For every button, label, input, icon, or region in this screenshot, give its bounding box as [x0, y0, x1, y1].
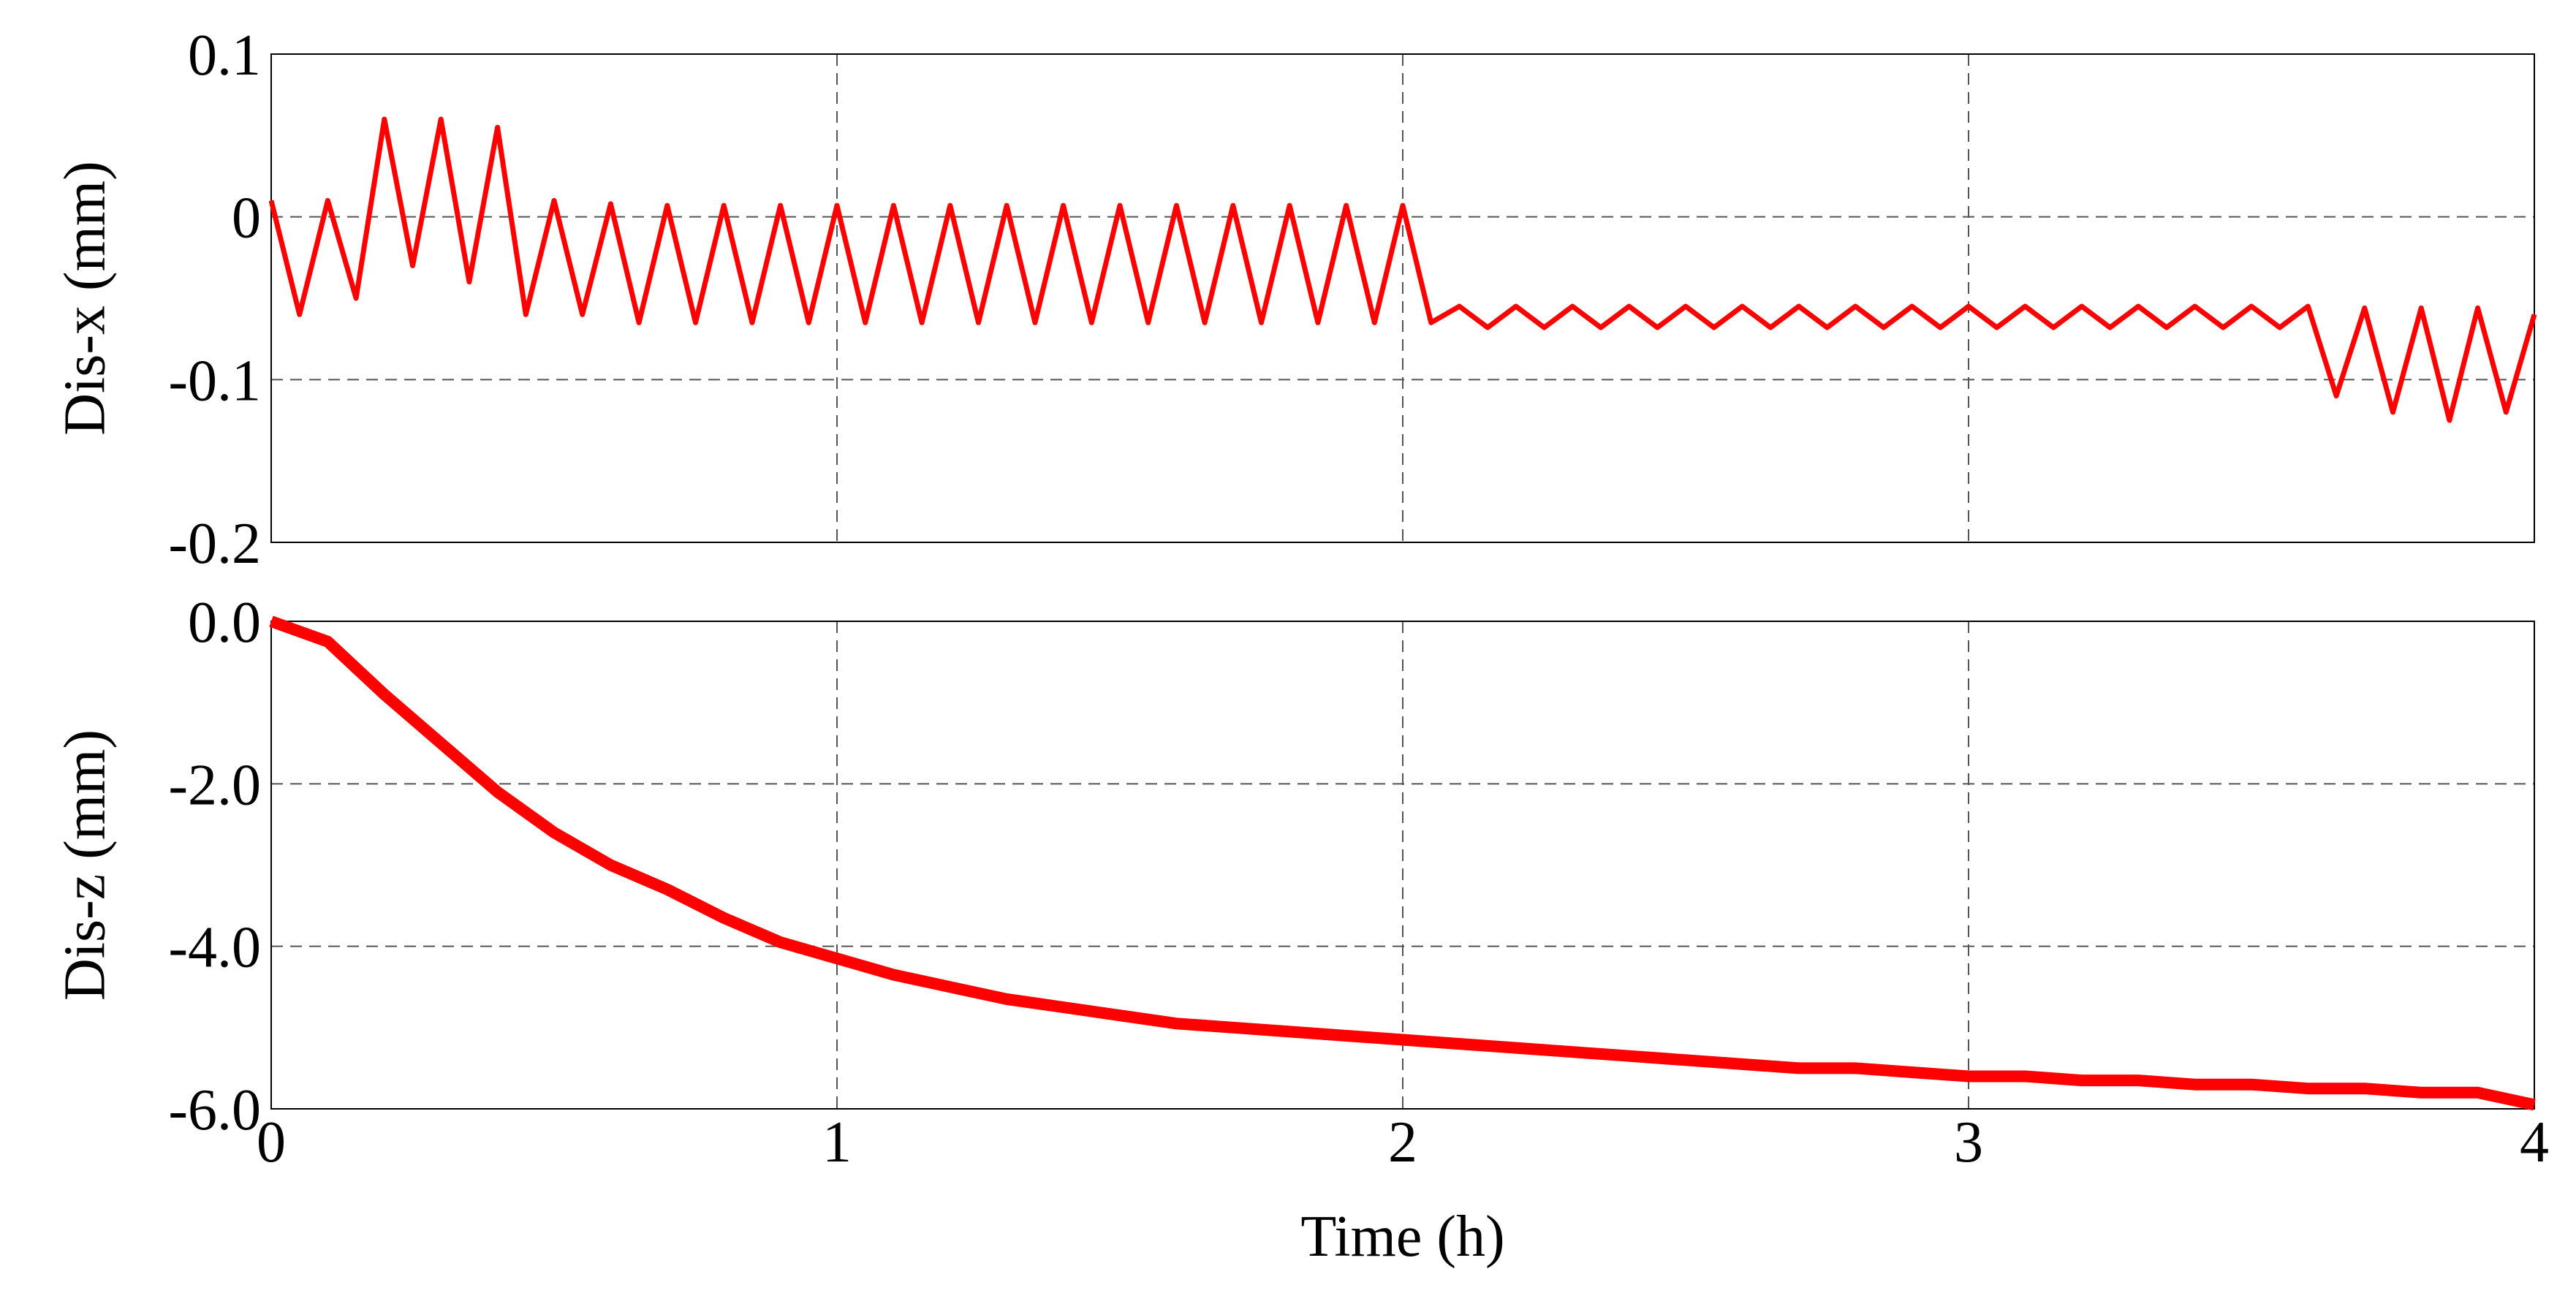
y-axis-label: Dis-x (mm) — [53, 161, 117, 436]
plot-frame — [270, 53, 2535, 543]
data-line — [269, 615, 2536, 1111]
y-tick-label: 0.1 — [188, 23, 261, 88]
y-tick-label: 0 — [232, 186, 261, 251]
y-tick-label: -4.0 — [168, 916, 261, 980]
y-axis-label: Dis-z (mm) — [53, 729, 117, 1001]
y-tick-label: -0.2 — [168, 512, 261, 576]
x-axis-label: Time (h) — [1300, 1205, 1504, 1269]
y-tick-label: -2.0 — [168, 753, 261, 817]
data-line — [268, 116, 2537, 423]
plot-frame — [270, 621, 2535, 1110]
y-tick-label: -6.0 — [168, 1078, 261, 1142]
x-tick-label: 0 — [257, 1110, 286, 1175]
x-tick-label: 4 — [2520, 1110, 2549, 1175]
y-tick-label: -0.1 — [168, 349, 261, 413]
x-tick-label: 1 — [822, 1110, 852, 1175]
x-tick-label: 2 — [1388, 1110, 1417, 1175]
x-tick-label: 3 — [1954, 1110, 1983, 1175]
y-tick-label: 0.0 — [188, 591, 261, 655]
